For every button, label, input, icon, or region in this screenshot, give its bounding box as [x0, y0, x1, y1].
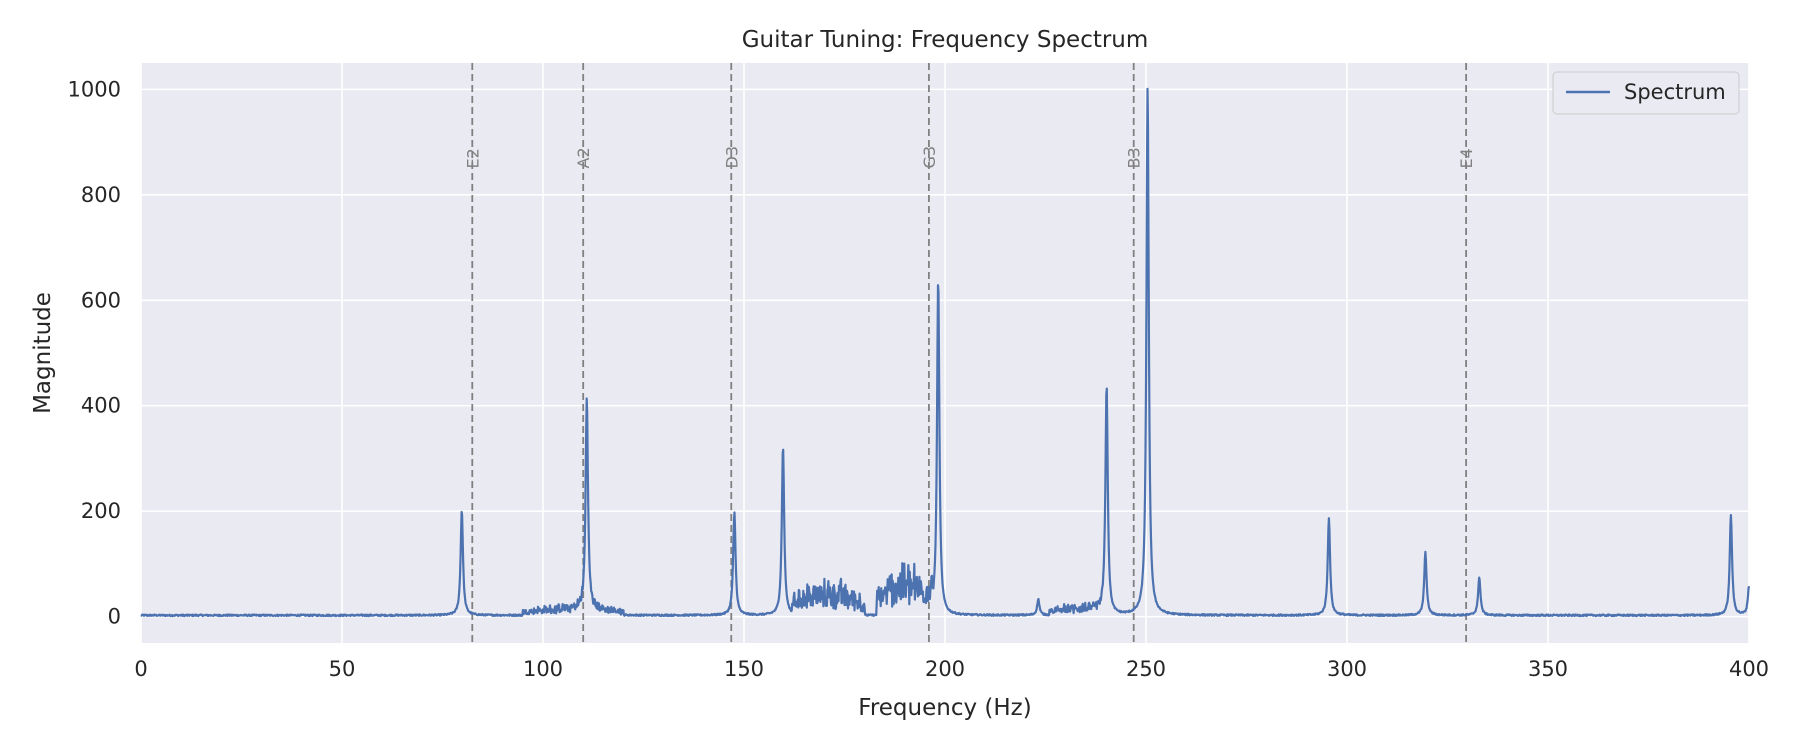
reference-label-a2: A2	[574, 147, 593, 168]
reference-label-g3: G3	[920, 146, 939, 169]
x-tick-label: 400	[1729, 657, 1769, 681]
legend-box	[1552, 71, 1740, 115]
series-layer	[140, 87, 1751, 618]
reference-label-d3: D3	[722, 146, 741, 169]
y-tick-label: 1000	[68, 77, 121, 101]
y-axis-ticks: 0 200 400 600 800 1000	[68, 77, 121, 628]
x-tick-label: 150	[724, 657, 764, 681]
legend: Spectrum	[1552, 71, 1740, 115]
x-tick-label: 100	[523, 657, 563, 681]
x-tick-label: 0	[134, 657, 147, 681]
reference-lines: E2 A2 D3 G3 B3 E4	[463, 63, 1476, 643]
reference-label-e4: E4	[1457, 148, 1476, 168]
x-tick-label: 200	[925, 657, 965, 681]
x-tick-label: 250	[1126, 657, 1166, 681]
y-axis-label: Magnitude	[30, 292, 56, 414]
legend-label-spectrum: Spectrum	[1624, 80, 1726, 104]
x-axis-label: Frequency (Hz)	[858, 695, 1031, 721]
series-line-spectrum	[140, 87, 1751, 618]
y-tick-label: 400	[81, 394, 121, 418]
y-tick-label: 0	[108, 605, 121, 629]
chart-title: Guitar Tuning: Frequency Spectrum	[742, 27, 1149, 53]
y-tick-label: 200	[81, 499, 121, 523]
reference-label-b3: B3	[1125, 147, 1144, 168]
grid-lines	[140, 63, 1750, 643]
x-tick-label: 300	[1327, 657, 1367, 681]
reference-label-e2: E2	[463, 148, 482, 168]
x-axis-ticks: 0 50 100 150 200 250 300 350 400	[134, 657, 1769, 681]
y-tick-label: 600	[81, 288, 121, 312]
x-tick-label: 50	[329, 657, 356, 681]
y-tick-label: 800	[81, 183, 121, 207]
x-tick-label: 350	[1528, 657, 1568, 681]
